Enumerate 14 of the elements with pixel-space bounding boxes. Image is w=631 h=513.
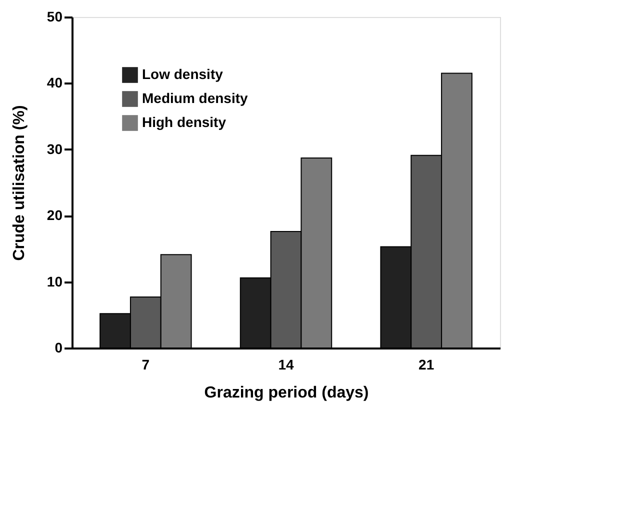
y-tick-label: 50 (46, 8, 63, 24)
x-tick-label: 14 (278, 356, 294, 372)
x-axis-title: Grazing period (days) (204, 384, 369, 402)
y-tick-label: 20 (46, 207, 63, 224)
x-tick-label: 21 (418, 356, 434, 372)
legend-label: Low density (142, 66, 224, 82)
y-tick-label: 30 (46, 140, 63, 157)
y-tick-label: 10 (46, 273, 63, 290)
legend-label: Medium density (142, 90, 248, 106)
x-tick-label: 7 (142, 356, 150, 372)
y-tick-label: 0 (54, 340, 63, 356)
legend-label: High density (142, 114, 226, 130)
y-axis-title: Crude utilisation (%) (10, 105, 28, 261)
y-tick-label: 40 (46, 74, 63, 91)
